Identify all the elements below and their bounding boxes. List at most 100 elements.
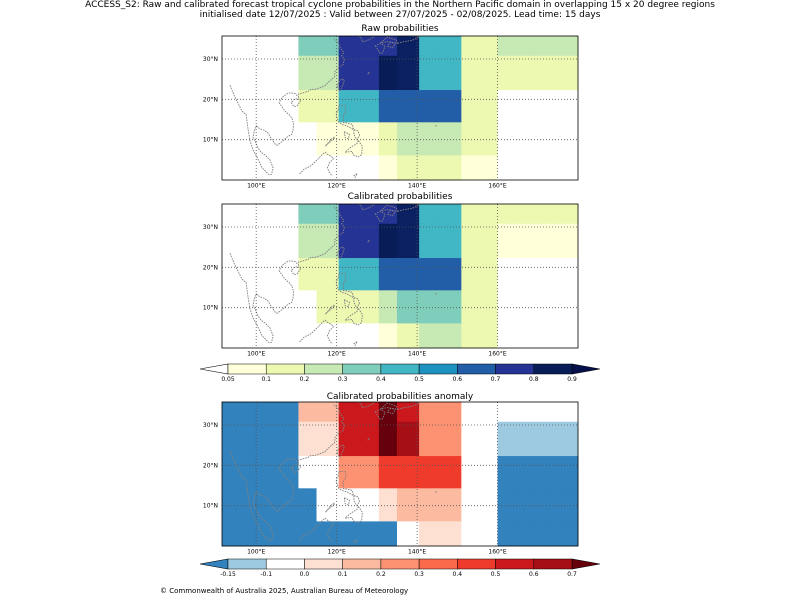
probability-cell bbox=[396, 223, 420, 259]
probability-cell bbox=[481, 456, 498, 489]
probability-cell bbox=[497, 488, 515, 522]
probability-cell bbox=[356, 122, 380, 156]
lat-tick-label: 20°N bbox=[203, 462, 218, 469]
colorbar-segment bbox=[418, 363, 458, 375]
probability-cell bbox=[545, 421, 563, 457]
probability-cell bbox=[513, 122, 531, 156]
probability-cell bbox=[396, 521, 420, 547]
probability-cell bbox=[396, 456, 420, 489]
colorbar-segment bbox=[304, 558, 343, 570]
probability-cell bbox=[316, 204, 340, 225]
colorbar-segment bbox=[227, 558, 267, 570]
coastline bbox=[362, 203, 376, 211]
probability-cell bbox=[356, 223, 380, 259]
probability-cell bbox=[545, 90, 563, 123]
probability-cell bbox=[561, 521, 571, 547]
lon-tick-label: 160°E bbox=[488, 183, 506, 190]
colorbar-segment bbox=[533, 558, 573, 570]
probability-cell bbox=[356, 204, 380, 225]
lon-tick-label: 100°E bbox=[247, 549, 265, 556]
probability-cell bbox=[545, 223, 563, 259]
probability-cell bbox=[513, 204, 531, 225]
probability-cell bbox=[461, 521, 482, 547]
coastline bbox=[325, 304, 336, 315]
probability-cell bbox=[298, 223, 317, 259]
probability-cell bbox=[419, 204, 440, 225]
probability-cell bbox=[497, 155, 515, 181]
coastline bbox=[325, 136, 336, 147]
probability-cell bbox=[419, 402, 440, 423]
probability-cell bbox=[419, 323, 440, 349]
panel-title-calibrated: Calibrated probabilities bbox=[347, 192, 453, 202]
lat-tick-label: 10°N bbox=[203, 503, 218, 510]
probability-cell bbox=[561, 204, 571, 225]
probability-cell bbox=[298, 55, 317, 91]
probability-cell bbox=[461, 155, 482, 181]
colorbar-segment bbox=[457, 558, 496, 570]
coastline bbox=[336, 246, 345, 261]
coastline bbox=[343, 299, 351, 308]
probability-cell bbox=[262, 36, 299, 57]
probability-cell bbox=[461, 258, 482, 291]
coastline bbox=[353, 495, 361, 507]
probability-cell bbox=[338, 90, 358, 123]
probability-cell bbox=[529, 402, 547, 423]
probability-cell bbox=[396, 258, 420, 291]
probability-cell bbox=[378, 488, 398, 522]
probability-cell bbox=[262, 204, 299, 225]
probability-cell bbox=[356, 402, 380, 423]
coastline bbox=[353, 297, 361, 309]
probability-cell bbox=[561, 155, 571, 181]
colorbar-tick-label: 0.7 bbox=[567, 571, 577, 578]
coastline bbox=[229, 404, 345, 542]
coastline bbox=[336, 444, 345, 459]
probability-cell bbox=[561, 421, 571, 457]
lon-tick-label: 100°E bbox=[247, 183, 265, 190]
probability-cell bbox=[356, 90, 380, 123]
probability-cell bbox=[338, 323, 358, 349]
probability-cell bbox=[298, 122, 317, 156]
probability-cell bbox=[481, 290, 498, 324]
coastline bbox=[374, 210, 386, 222]
probability-cell bbox=[513, 258, 531, 291]
probability-cell bbox=[497, 402, 515, 423]
probability-cell bbox=[545, 488, 563, 522]
probability-cell bbox=[316, 402, 340, 423]
colorbar-segment bbox=[342, 363, 382, 375]
probability-cell bbox=[569, 456, 579, 489]
probability-cell bbox=[561, 402, 571, 423]
probability-cell bbox=[378, 223, 398, 259]
coastline bbox=[357, 203, 363, 210]
coastline bbox=[357, 35, 363, 42]
probability-cell bbox=[262, 90, 299, 123]
lon-tick-label: 140°E bbox=[408, 183, 426, 190]
colorbar-tick-label: 0.9 bbox=[567, 376, 577, 383]
colorbar-tick-label: 0.4 bbox=[453, 571, 463, 578]
probability-cell bbox=[356, 521, 380, 547]
probability-cell bbox=[569, 36, 579, 57]
probability-cell bbox=[439, 55, 462, 91]
probability-cell bbox=[298, 456, 317, 489]
probability-cell bbox=[338, 36, 358, 57]
probability-cell bbox=[419, 90, 440, 123]
probability-cell bbox=[569, 488, 579, 522]
probability-cell bbox=[439, 90, 462, 123]
probability-cell bbox=[338, 55, 358, 91]
probability-cell bbox=[513, 323, 531, 349]
probability-cell bbox=[569, 90, 579, 123]
probability-cell bbox=[529, 290, 547, 324]
lat-tick-label: 10°N bbox=[203, 137, 218, 144]
colorbar-tick-label: 0.05 bbox=[221, 376, 235, 383]
coastline bbox=[357, 401, 363, 408]
lat-tick-label: 20°N bbox=[203, 96, 218, 103]
coastline bbox=[336, 78, 345, 93]
probability-cell bbox=[569, 521, 579, 547]
probability-cell bbox=[396, 36, 420, 57]
probability-cell bbox=[497, 290, 515, 324]
probability-cell bbox=[396, 122, 420, 156]
probability-cell bbox=[222, 402, 263, 423]
coastline bbox=[353, 341, 358, 347]
probability-cell bbox=[561, 258, 571, 291]
probability-cell bbox=[529, 521, 547, 547]
probability-cell bbox=[497, 55, 515, 91]
